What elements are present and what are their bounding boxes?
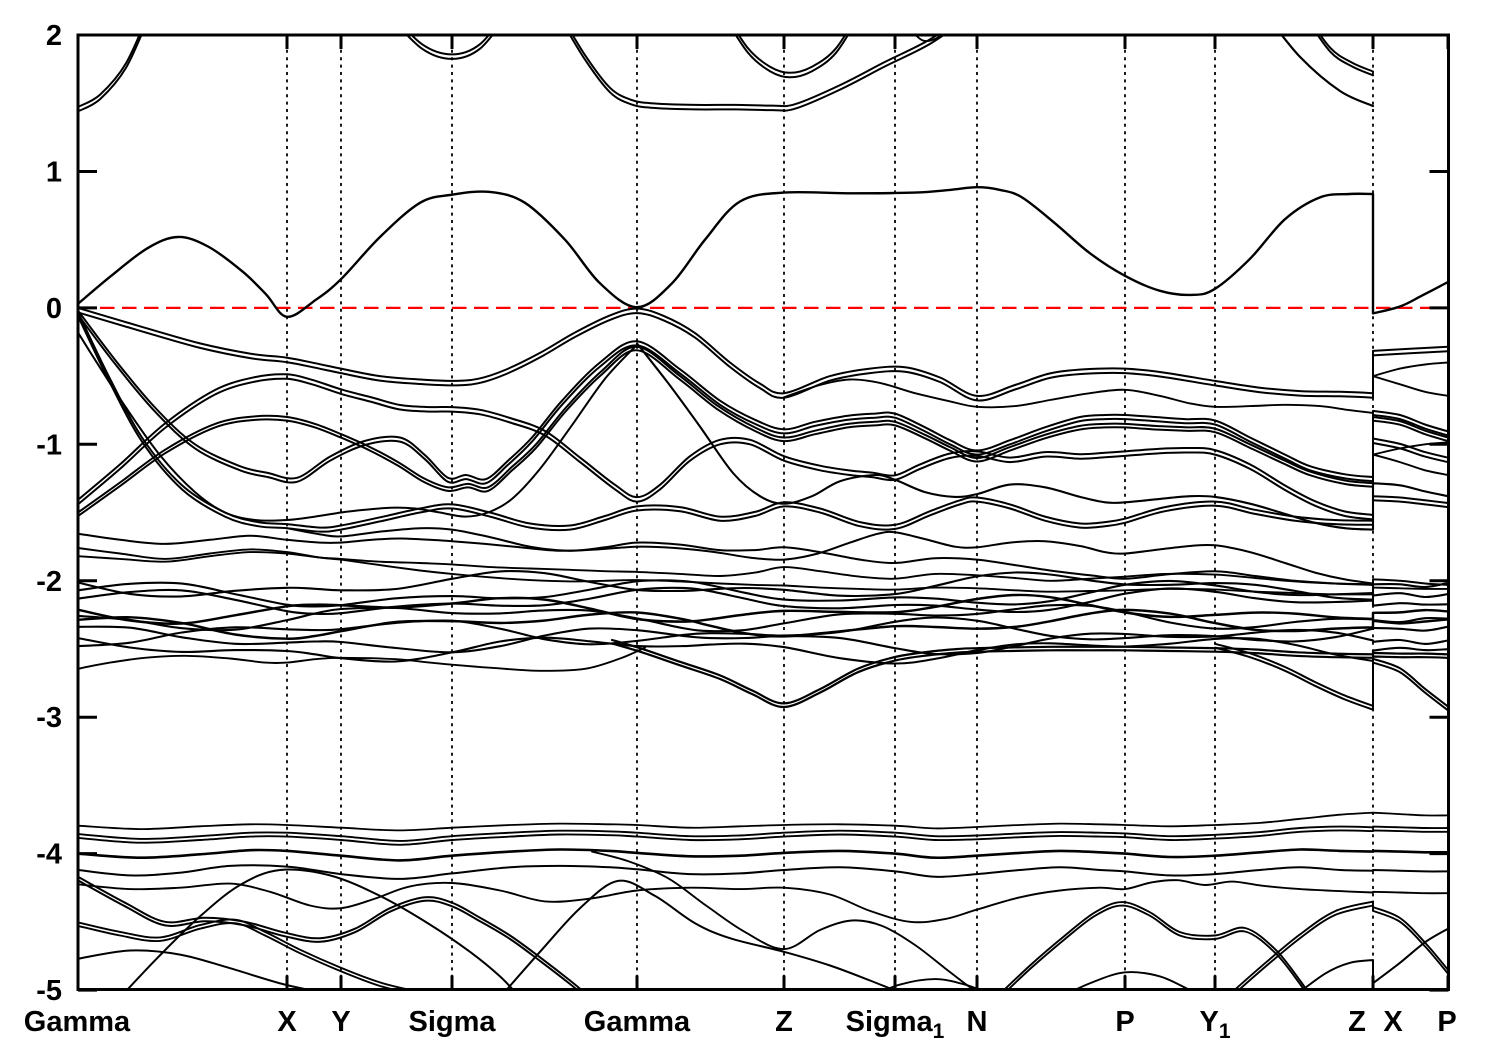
svg-text:P: P — [1437, 1006, 1456, 1038]
svg-text:Y: Y — [331, 1006, 350, 1038]
svg-text:X: X — [277, 1006, 297, 1038]
svg-text:Sigma1: Sigma1 — [846, 1006, 945, 1043]
svg-text:-2: -2 — [36, 566, 62, 598]
svg-text:Z: Z — [775, 1006, 793, 1038]
svg-text:X: X — [1383, 1006, 1403, 1038]
svg-text:-4: -4 — [36, 839, 62, 871]
svg-text:Gamma: Gamma — [24, 1006, 131, 1038]
svg-text:Sigma: Sigma — [408, 1006, 496, 1038]
svg-text:Z: Z — [1348, 1006, 1366, 1038]
svg-text:2: 2 — [46, 20, 62, 52]
svg-text:1: 1 — [46, 157, 62, 189]
svg-text:N: N — [967, 1006, 988, 1038]
svg-text:P: P — [1115, 1006, 1134, 1038]
svg-text:-5: -5 — [36, 975, 62, 1007]
svg-text:0: 0 — [46, 293, 62, 325]
svg-text:Gamma: Gamma — [584, 1006, 691, 1038]
svg-text:-1: -1 — [36, 429, 62, 461]
svg-text:-3: -3 — [36, 702, 62, 734]
